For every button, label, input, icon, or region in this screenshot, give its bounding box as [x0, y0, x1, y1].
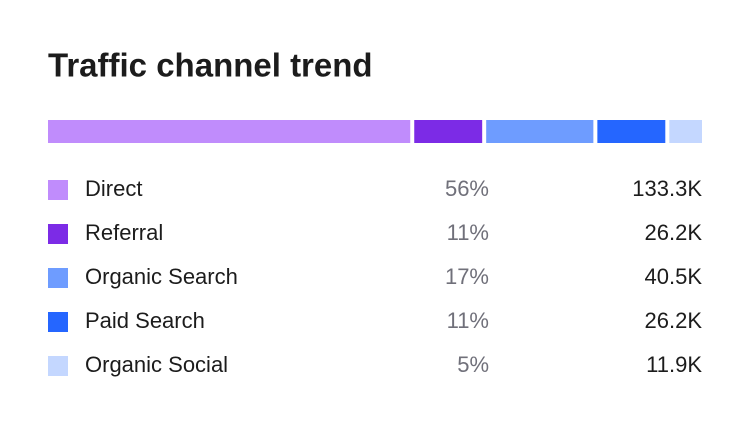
legend-swatch: [48, 356, 68, 376]
legend-label: Referral: [85, 220, 163, 245]
legend-label: Organic Social: [85, 352, 228, 377]
bar-segment: [414, 120, 483, 143]
percent-label: 17%: [445, 264, 489, 289]
legend-label: Organic Search: [85, 264, 238, 289]
bar-segment: [669, 120, 702, 143]
count-label: 11.9K: [646, 352, 702, 377]
bar-segment: [48, 120, 411, 143]
chart-title: Traffic channel trend: [48, 47, 373, 84]
percent-label: 11%: [447, 220, 489, 245]
legend-swatch: [48, 312, 68, 332]
legend-label: Paid Search: [85, 308, 205, 333]
percent-label: 11%: [447, 308, 489, 333]
legend-swatch: [48, 180, 68, 200]
bar-segment: [597, 120, 666, 143]
count-label: 26.2K: [645, 308, 703, 333]
bar-segment: [486, 120, 594, 143]
percent-label: 5%: [457, 352, 489, 377]
legend-swatch: [48, 268, 68, 288]
percent-label: 56%: [445, 176, 489, 201]
count-label: 133.3K: [632, 176, 702, 201]
legend-label: Direct: [85, 176, 142, 201]
legend-swatch: [48, 224, 68, 244]
count-label: 26.2K: [645, 220, 703, 245]
count-label: 40.5K: [645, 264, 703, 289]
